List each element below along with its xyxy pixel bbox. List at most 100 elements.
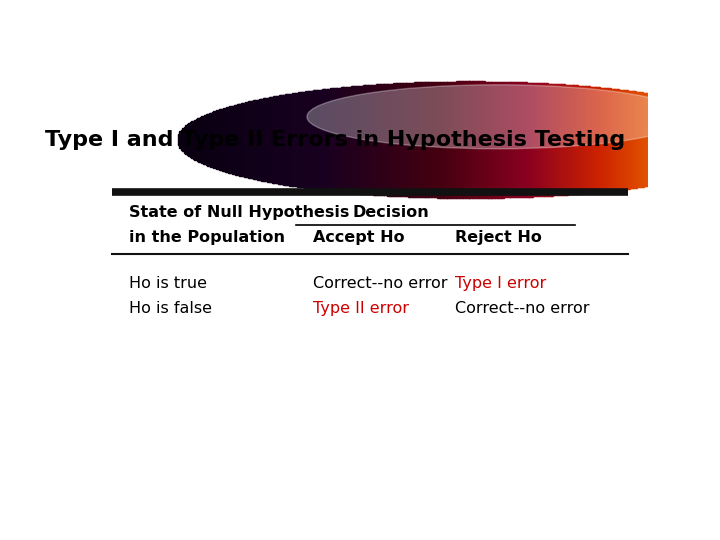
- Text: in the Population: in the Population: [129, 230, 285, 245]
- Bar: [556, 84, 558, 195]
- Bar: [260, 99, 262, 180]
- Bar: [645, 93, 647, 186]
- Bar: [573, 85, 575, 194]
- Bar: [701, 104, 703, 176]
- Bar: [719, 109, 720, 170]
- Bar: [714, 107, 716, 172]
- Bar: [338, 87, 340, 192]
- Bar: [598, 87, 600, 192]
- Bar: [455, 82, 456, 198]
- Bar: [395, 83, 397, 196]
- Bar: [276, 96, 278, 184]
- Bar: [690, 102, 693, 178]
- Bar: [403, 83, 405, 197]
- Bar: [518, 82, 520, 197]
- Bar: [506, 82, 508, 198]
- Bar: [217, 110, 220, 170]
- Bar: [359, 86, 361, 194]
- Bar: [207, 114, 210, 166]
- Bar: [569, 85, 571, 194]
- Bar: [704, 105, 706, 174]
- Bar: [215, 111, 217, 168]
- Bar: [462, 82, 464, 198]
- Bar: [373, 85, 375, 194]
- Bar: [291, 93, 293, 186]
- Bar: [670, 97, 672, 182]
- Bar: [686, 100, 688, 179]
- Bar: [563, 84, 565, 195]
- Bar: [426, 82, 428, 197]
- Bar: [662, 96, 663, 184]
- Bar: [264, 98, 266, 181]
- Bar: [423, 82, 425, 197]
- Bar: [387, 84, 390, 195]
- Bar: [333, 88, 336, 191]
- Bar: [446, 82, 448, 198]
- Bar: [369, 85, 370, 194]
- Bar: [212, 112, 214, 167]
- Bar: [193, 120, 194, 159]
- Bar: [549, 84, 551, 195]
- Bar: [182, 128, 184, 151]
- Bar: [383, 84, 385, 195]
- Bar: [185, 125, 187, 154]
- Bar: [621, 90, 622, 190]
- Bar: [603, 88, 605, 192]
- Bar: [430, 82, 432, 197]
- Bar: [263, 98, 265, 181]
- Bar: [301, 92, 303, 187]
- Bar: [297, 93, 299, 187]
- Bar: [351, 86, 353, 193]
- Bar: [593, 87, 595, 192]
- Bar: [343, 87, 346, 192]
- Bar: [438, 82, 441, 198]
- Bar: [503, 82, 505, 198]
- Bar: [639, 92, 642, 187]
- Bar: [480, 82, 482, 198]
- Bar: [266, 98, 268, 181]
- Bar: [572, 85, 574, 194]
- Bar: [237, 104, 238, 175]
- Bar: [487, 82, 489, 198]
- Bar: [222, 109, 224, 171]
- Bar: [459, 82, 462, 198]
- Bar: [370, 85, 372, 194]
- Bar: [308, 91, 310, 188]
- Bar: [240, 104, 241, 176]
- Bar: [706, 105, 707, 174]
- Bar: [543, 83, 545, 196]
- Text: Ho is true: Ho is true: [129, 275, 207, 291]
- Bar: [420, 82, 422, 197]
- Bar: [567, 85, 570, 194]
- Bar: [508, 82, 510, 197]
- Bar: [522, 83, 524, 197]
- Bar: [578, 85, 580, 194]
- Bar: [384, 84, 387, 195]
- Bar: [575, 85, 577, 194]
- Bar: [346, 87, 348, 192]
- Bar: [213, 111, 215, 168]
- Bar: [315, 90, 318, 189]
- Bar: [317, 90, 319, 190]
- Bar: [693, 102, 696, 177]
- Bar: [428, 82, 431, 197]
- Bar: [418, 82, 420, 197]
- Bar: [367, 85, 369, 194]
- Bar: [641, 92, 643, 187]
- Bar: [247, 102, 249, 178]
- Bar: [443, 82, 445, 198]
- Bar: [295, 93, 297, 186]
- Bar: [699, 104, 701, 176]
- Bar: [692, 102, 694, 178]
- Bar: [673, 98, 675, 181]
- Bar: [713, 107, 715, 172]
- Bar: [382, 84, 384, 195]
- Bar: [323, 89, 325, 190]
- Bar: [540, 83, 541, 196]
- Bar: [389, 84, 391, 195]
- Bar: [666, 97, 667, 183]
- Bar: [424, 82, 426, 197]
- Text: Correct--no error: Correct--no error: [313, 275, 448, 291]
- Bar: [256, 100, 258, 179]
- Bar: [219, 110, 221, 170]
